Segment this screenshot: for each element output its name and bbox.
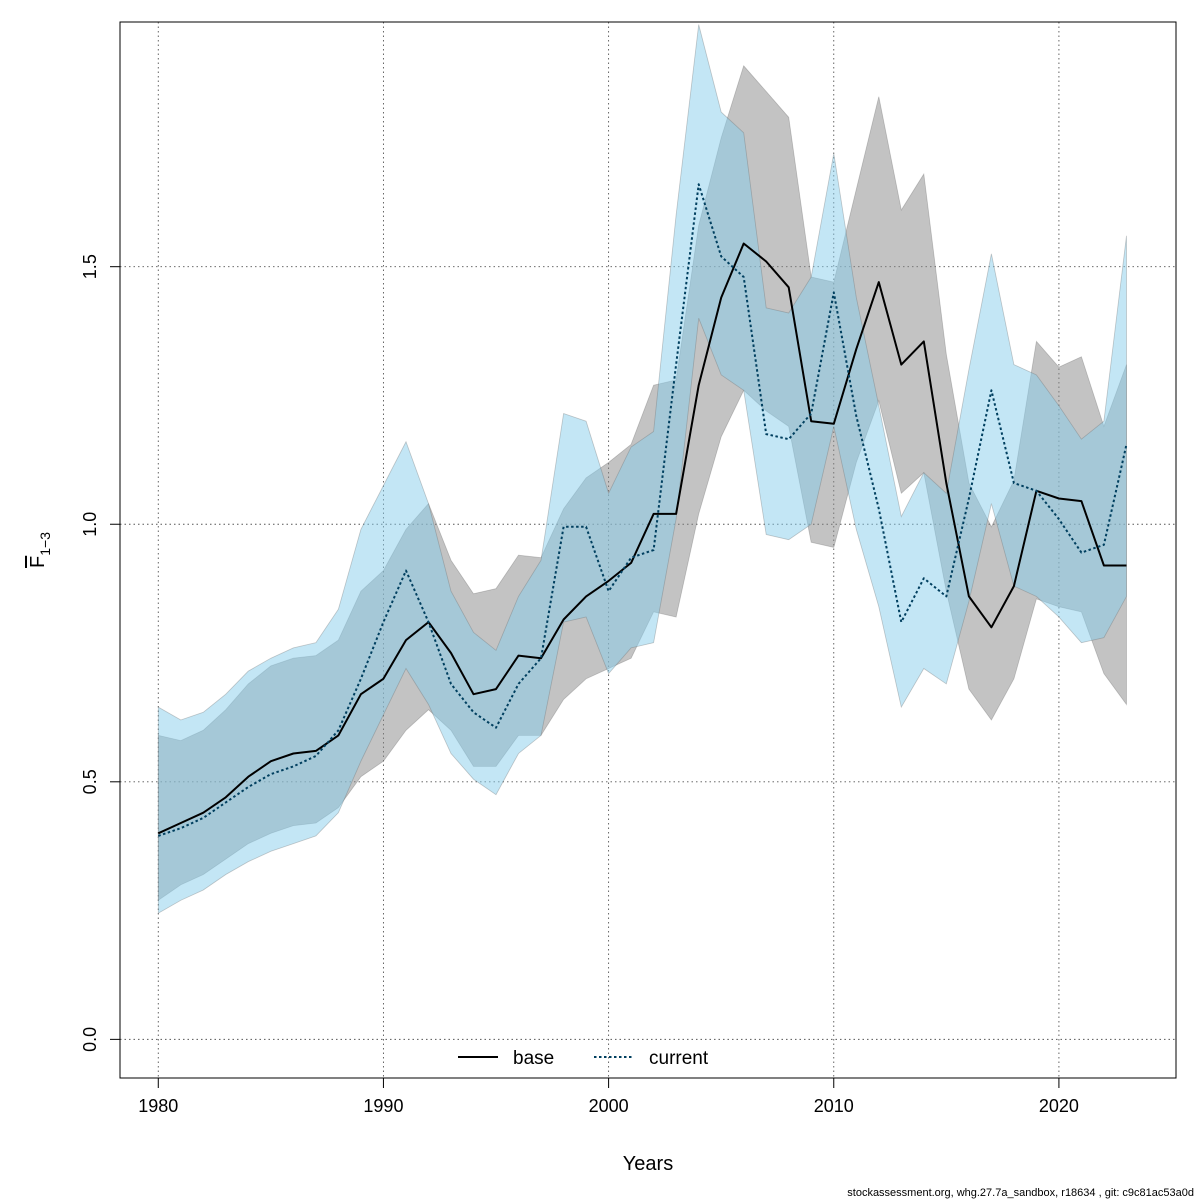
- y-tick-label-1: 1.0: [80, 512, 100, 537]
- band-current: [157, 24, 1127, 914]
- x-tick-label-2010: 2010: [814, 1096, 854, 1116]
- line-current: [157, 183, 1128, 837]
- x-tick-label-2020: 2020: [1039, 1096, 1079, 1116]
- y-axis-title-main: F: [27, 556, 49, 568]
- x-axis-title: Years: [623, 1153, 673, 1175]
- footer-note: stockassessment.org, whg.27.7a_sandbox, …: [847, 1187, 1194, 1199]
- x-tick-label-1980: 1980: [138, 1096, 178, 1116]
- y-tick-label-0: 0.0: [80, 1027, 100, 1052]
- series-lines: [157, 183, 1128, 837]
- svg-text:F1−3: F1−3: [27, 532, 53, 568]
- y-tick-label-1.5: 1.5: [80, 254, 100, 279]
- line-base: [157, 242, 1127, 835]
- legend-label-base: base: [513, 1048, 554, 1069]
- y-tick-label-0.5: 0.5: [80, 769, 100, 794]
- plot-frame: [119, 21, 1177, 1079]
- y-axis-title-sub: 1−3: [37, 532, 53, 556]
- confidence-bands: [157, 24, 1127, 914]
- y-axis-title: F1−3: [27, 532, 53, 568]
- axes: 1980 1990 2000 2010 2020 0.0 0.5 1.0 1.5: [80, 254, 1079, 1116]
- legend: base current: [458, 1048, 709, 1069]
- x-tick-label-2000: 2000: [589, 1096, 629, 1116]
- legend-label-current: current: [649, 1048, 709, 1069]
- x-tick-label-1990: 1990: [363, 1096, 403, 1116]
